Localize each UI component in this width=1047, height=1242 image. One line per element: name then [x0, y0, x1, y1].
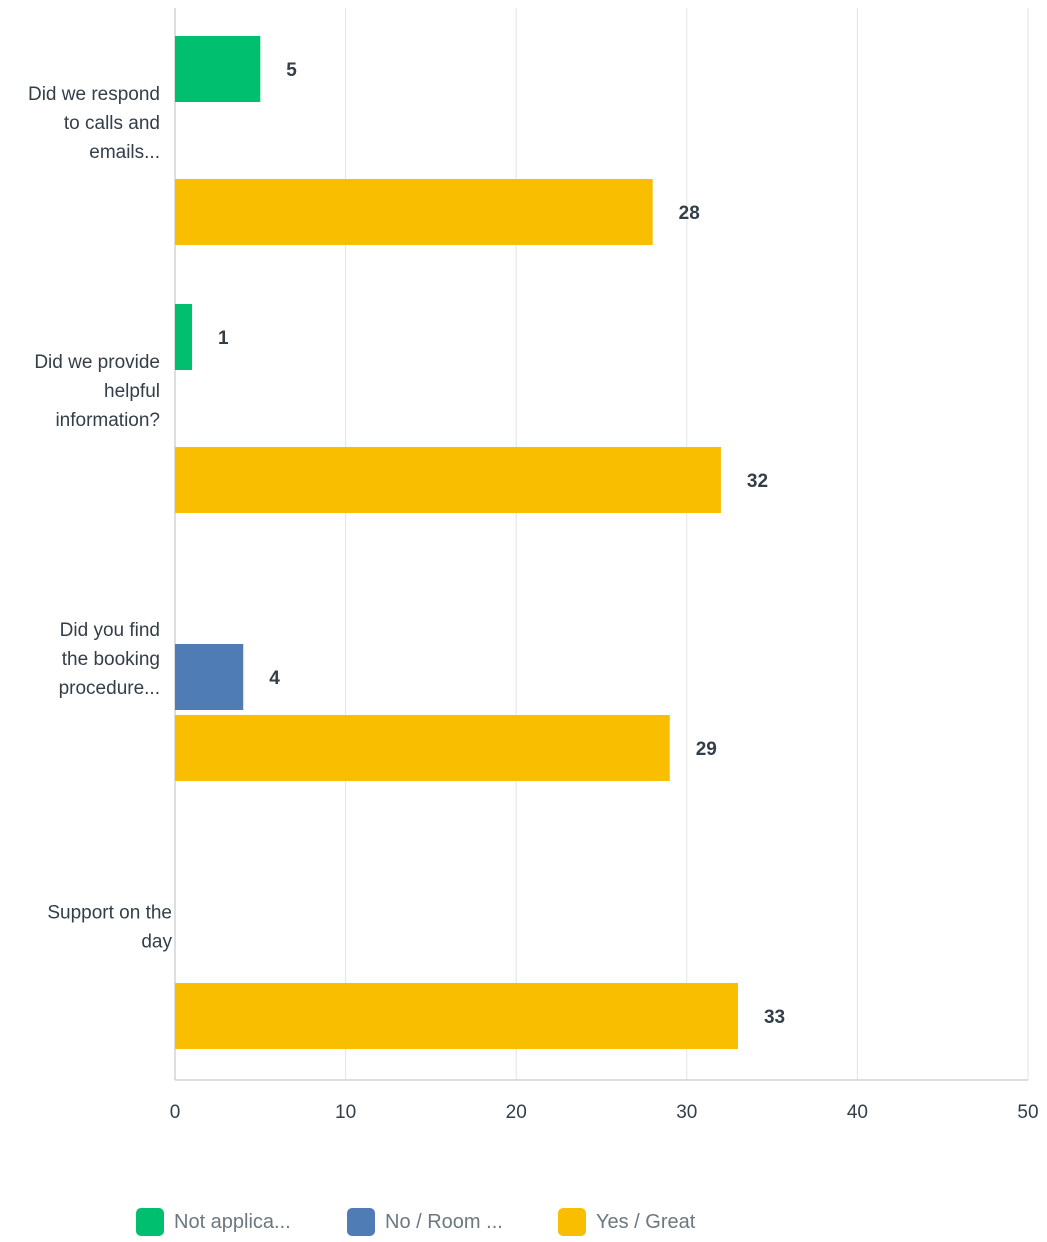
legend-label: Not applica... [174, 1210, 291, 1233]
data-label: 5 [286, 60, 297, 81]
x-tick-label: 30 [676, 1102, 697, 1123]
category-label-line: Did we provide [34, 352, 160, 373]
bar [175, 36, 261, 102]
category-label: Did you find the booking procedure... [59, 620, 160, 699]
category-label-line: day [141, 932, 172, 953]
x-tick-label: 0 [170, 1102, 181, 1123]
legend-item[interactable]: Yes / Great [558, 1208, 695, 1236]
data-label: 32 [747, 471, 768, 492]
category-label-line: emails... [89, 142, 160, 163]
data-label: 29 [696, 739, 717, 760]
category-label: Did we respond to calls and emails... [28, 84, 160, 163]
data-label: 33 [764, 1007, 785, 1028]
chart-canvas: 0 10 20 30 40 50 5 28 Did we respond to calls and… [28, 8, 1039, 1123]
legend-item[interactable]: Not applica... [136, 1208, 291, 1236]
category-label-line: Did we respond [28, 84, 160, 105]
data-label: 4 [269, 668, 280, 689]
x-tick-label: 20 [506, 1102, 527, 1123]
category-label: Support on the day [47, 903, 172, 953]
legend-label: Yes / Great [596, 1210, 696, 1233]
category-label-line: to calls and [64, 113, 160, 134]
legend-swatch [347, 1208, 375, 1236]
category-label-line: information? [55, 410, 160, 431]
category-label-line: helpful [104, 381, 160, 402]
category-label: Did we provide helpful information? [34, 352, 160, 431]
x-tick-label: 50 [1017, 1102, 1038, 1123]
bar [175, 304, 193, 370]
category-label-line: the booking [62, 649, 160, 670]
x-tick-label: 10 [335, 1102, 356, 1123]
legend-swatch [558, 1208, 586, 1236]
data-label: 28 [679, 203, 700, 224]
bar [175, 644, 244, 710]
legend-swatch [136, 1208, 164, 1236]
legend-label: No / Room ... [385, 1210, 503, 1233]
x-tick-label: 40 [847, 1102, 868, 1123]
category-label-line: procedure... [59, 678, 160, 699]
data-label: 1 [218, 328, 229, 349]
bar [175, 983, 738, 1049]
category-label-line: Did you find [60, 620, 160, 641]
category-label-line: Support on the [47, 903, 172, 924]
chart-legend: Not applica... No / Room ... Yes / Great [0, 1208, 1047, 1242]
legend-item[interactable]: No / Room ... [347, 1208, 503, 1236]
bar [175, 447, 721, 513]
bar [175, 715, 670, 781]
bar [175, 179, 653, 245]
